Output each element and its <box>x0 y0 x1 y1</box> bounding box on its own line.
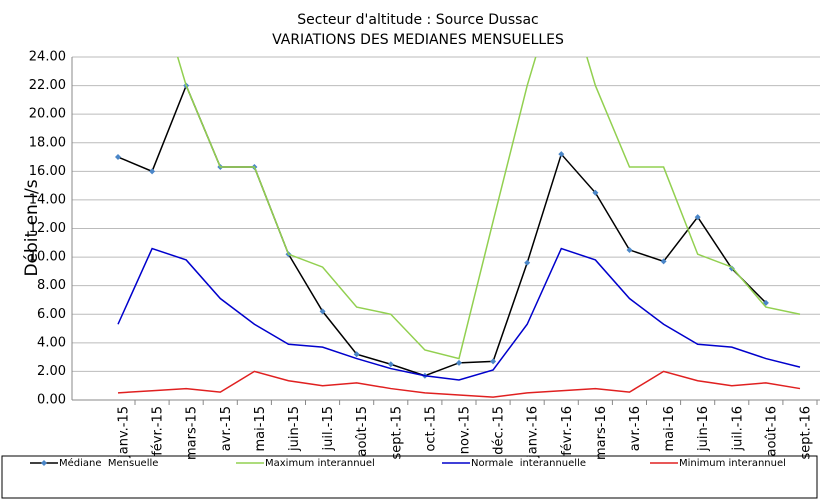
data-point <box>319 308 326 315</box>
x-tick-label: janv.-16 <box>526 406 541 459</box>
y-tick-label: 20.00 <box>29 107 66 122</box>
y-tick-label: 10.00 <box>29 250 66 265</box>
x-tick-label: déc.-15 <box>492 406 507 455</box>
legend-box <box>1 455 818 499</box>
data-point <box>524 259 531 266</box>
series-line <box>117 247 801 381</box>
x-tick-label: avr.-16 <box>628 406 643 451</box>
data-point <box>149 168 156 175</box>
data-point <box>387 361 394 368</box>
chart-subtitle: VARIATIONS DES MEDIANES MENSUELLES <box>272 32 564 48</box>
y-tick-label: 8.00 <box>37 278 66 293</box>
y-tick-label: 18.00 <box>29 135 66 150</box>
y-tick-label: 2.00 <box>37 364 66 379</box>
x-tick-label: mars-16 <box>594 406 609 460</box>
x-tick-label: févr.-15 <box>151 406 166 456</box>
data-point <box>353 351 360 358</box>
x-tick-label: mai-16 <box>662 406 677 451</box>
y-tick-label: 24.00 <box>29 50 66 65</box>
y-tick-label: 6.00 <box>37 307 66 322</box>
x-tick-label: juil.-15 <box>321 406 336 451</box>
x-tick-label: août-15 <box>355 406 370 457</box>
y-tick-label: 14.00 <box>29 192 66 207</box>
y-tick-label: 12.00 <box>29 221 66 236</box>
y-tick-label: 0.00 <box>37 393 66 408</box>
x-tick-label: mai-15 <box>253 406 268 451</box>
x-tick-label: juin-15 <box>287 406 302 452</box>
x-tick-label: avr.-15 <box>219 406 234 451</box>
chart-title: Secteur d'altitude : Source Dussac <box>297 12 539 28</box>
data-point <box>626 246 633 253</box>
data-point <box>694 214 701 221</box>
legend-label: Médiane Mensuelle <box>59 457 158 469</box>
data-point <box>660 258 667 265</box>
x-tick-label: févr.-16 <box>560 406 575 456</box>
x-tick-label: nov.-15 <box>458 406 473 454</box>
x-tick-label: mars-15 <box>185 406 200 460</box>
y-tick-label: 22.00 <box>29 78 66 93</box>
series-line <box>117 370 801 398</box>
x-tick-label: juin-16 <box>696 406 711 452</box>
series-line <box>176 57 801 360</box>
data-point <box>592 189 599 196</box>
plot-area <box>115 57 801 398</box>
x-tick-label: janv.-15 <box>117 406 132 459</box>
data-point <box>456 359 462 366</box>
legend-marker <box>41 460 47 466</box>
y-axis-label: Débit en l/s <box>22 179 42 276</box>
x-tick-label: oct.-15 <box>423 406 438 452</box>
data-point <box>558 151 565 158</box>
legend-label: Normale interannuelle <box>471 458 586 469</box>
data-point <box>490 358 497 365</box>
x-tick-label: sept.-16 <box>799 406 814 460</box>
series-line <box>117 83 767 377</box>
x-tick-label: juil.-16 <box>730 406 745 451</box>
y-tick-label: 16.00 <box>29 164 66 179</box>
legend-label: Maximum interannuel <box>265 458 375 469</box>
legend-label: Minimum interannuel <box>679 458 786 469</box>
y-tick-label: 4.00 <box>37 335 66 350</box>
x-tick-label: août-16 <box>764 406 779 457</box>
x-tick-label: sept.-15 <box>389 406 404 460</box>
data-point <box>115 154 121 161</box>
